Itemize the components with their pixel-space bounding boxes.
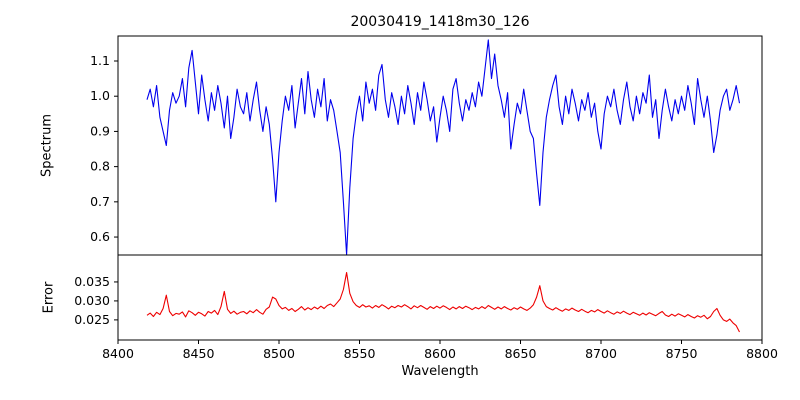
- y-tick-label: 0.8: [90, 159, 110, 174]
- y-tick-label: 0.025: [74, 312, 110, 327]
- x-tick-label: 8450: [183, 346, 215, 361]
- x-tick-label: 8800: [746, 346, 778, 361]
- x-tick-label: 8700: [585, 346, 617, 361]
- y-tick-label: 0.9: [90, 123, 110, 138]
- y-axis-label-error: Error: [41, 281, 57, 314]
- y-tick-label: 0.035: [74, 274, 110, 289]
- x-tick-label: 8500: [263, 346, 295, 361]
- x-axis-label: Wavelength: [401, 364, 479, 379]
- x-tick-label: 8400: [102, 346, 134, 361]
- y-tick-label: 0.7: [90, 194, 110, 209]
- x-tick-label: 8600: [424, 346, 456, 361]
- y-tick-label: 0.030: [74, 293, 110, 308]
- x-tick-label: 8550: [344, 346, 376, 361]
- y-tick-label: 0.6: [90, 229, 110, 244]
- error-axes-frame: [117, 254, 763, 341]
- spectrum-axes-frame: [117, 35, 763, 256]
- spectrum-line: [146, 39, 741, 256]
- error-line: [146, 271, 740, 333]
- x-tick-label: 8650: [505, 346, 537, 361]
- y-tick-label: 1.0: [90, 88, 110, 103]
- chart-title: 20030419_1418m30_126: [350, 14, 530, 30]
- x-tick-label: 8750: [666, 346, 698, 361]
- y-axis-label-spectrum: Spectrum: [39, 114, 55, 177]
- y-tick-label: 1.1: [90, 53, 110, 68]
